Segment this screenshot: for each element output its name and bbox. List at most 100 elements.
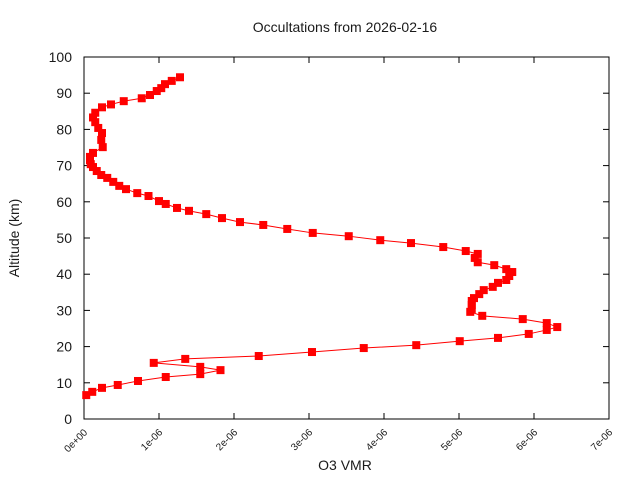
data-point-marker [407,239,415,248]
x-tick-label: 0e+00 [62,427,90,455]
x-tick-label: 7e-06 [589,427,615,453]
data-point-marker [542,325,551,334]
data-line [86,76,559,396]
data-point-marker [107,100,115,109]
data-point-marker [508,268,517,277]
data-point-marker [133,189,142,198]
data-markers [82,73,562,400]
data-point-marker [494,333,502,342]
x-tick-label: 3e-06 [289,427,315,453]
data-point-marker [176,73,184,82]
data-point-marker [89,148,97,157]
data-point-marker [461,247,470,256]
data-point-marker [502,265,511,274]
data-point-marker [134,376,142,385]
data-point-marker [473,249,482,258]
data-point-marker [518,315,527,324]
data-point-marker [553,323,562,332]
data-point-marker [488,282,497,291]
data-point-marker [455,337,464,346]
data-point-marker [161,373,170,382]
data-point-marker [283,224,292,233]
data-point-marker [236,218,244,227]
data-point-marker [122,185,130,194]
y-tick-label: 60 [56,194,72,210]
plot-frame [83,56,610,420]
data-point-marker [89,113,97,122]
data-point-marker [185,206,193,215]
x-tick-label: 2e-06 [214,427,240,453]
data-point-marker [109,177,118,186]
data-point-marker [144,192,153,201]
data-point-marker [97,171,106,180]
y-tick-label: 90 [56,85,72,101]
data-point-marker [196,370,205,379]
data-point-marker [524,329,533,338]
data-point-marker [259,220,268,229]
data-point-marker [113,380,122,389]
data-point-marker [344,232,353,241]
data-point-marker [98,143,107,152]
data-point-marker [479,286,488,295]
data-point-marker [94,123,103,132]
chart-title: Occultations from 2026-02-16 [253,19,438,35]
data-point-marker [119,97,128,106]
data-point-marker [98,129,106,138]
data-point-marker [308,228,317,237]
data-point-marker [412,341,421,350]
data-point-marker [218,214,226,223]
data-point-marker [161,80,169,89]
data-point-marker [181,354,190,363]
data-point-marker [137,94,146,103]
x-tick-label: 4e-06 [364,427,390,453]
y-tick-label: 100 [49,49,73,65]
data-point-marker [478,311,487,320]
data-point-marker [470,294,478,303]
y-tick-label: 30 [56,302,72,318]
y-tick-label: 10 [56,375,72,391]
data-point-marker [115,181,124,190]
data-point-marker [103,173,112,182]
data-point-marker [254,352,263,361]
data-point-marker [376,236,385,245]
data-point-marker [98,103,106,112]
y-axis-ticks: 0 10 20 30 40 50 60 70 80 90 100 [49,49,609,427]
data-point-marker [161,199,170,208]
y-tick-label: 20 [56,339,72,355]
data-point-marker [146,91,154,100]
data-point-marker [494,278,502,287]
data-point-marker [98,383,106,392]
data-point-marker [82,391,91,400]
x-tick-label: 5e-06 [439,427,465,453]
data-point-marker [359,344,368,353]
x-tick-label: 1e-06 [139,427,165,453]
x-axis-label: O3 VMR [318,457,372,473]
data-point-marker [216,366,225,375]
data-point-marker [155,197,163,206]
data-point-marker [173,203,181,212]
y-axis-label: Altitude (km) [6,199,22,278]
data-point-marker [196,362,205,371]
y-tick-label: 80 [56,121,72,137]
x-axis-ticks: 0e+00 1e-06 2e-06 3e-06 4e-06 5e-06 6e-06 7e-06 [62,57,615,455]
data-point-marker [167,76,176,85]
y-tick-label: 0 [64,411,72,427]
data-point-marker [149,358,158,367]
data-point-marker [91,108,100,117]
data-point-marker [88,387,97,396]
data-point-marker [542,319,551,328]
x-tick-label: 6e-06 [514,427,540,453]
data-point-marker [91,118,100,127]
data-point-marker [475,290,484,299]
data-point-marker [439,243,448,252]
y-tick-label: 70 [56,158,72,174]
data-point-marker [490,261,499,270]
data-point-marker [473,258,482,267]
y-tick-label: 50 [56,230,72,246]
data-point-marker [97,135,106,144]
y-tick-label: 40 [56,266,72,282]
data-point-marker [152,87,161,96]
data-point-marker [308,348,316,357]
data-point-marker [202,210,211,219]
